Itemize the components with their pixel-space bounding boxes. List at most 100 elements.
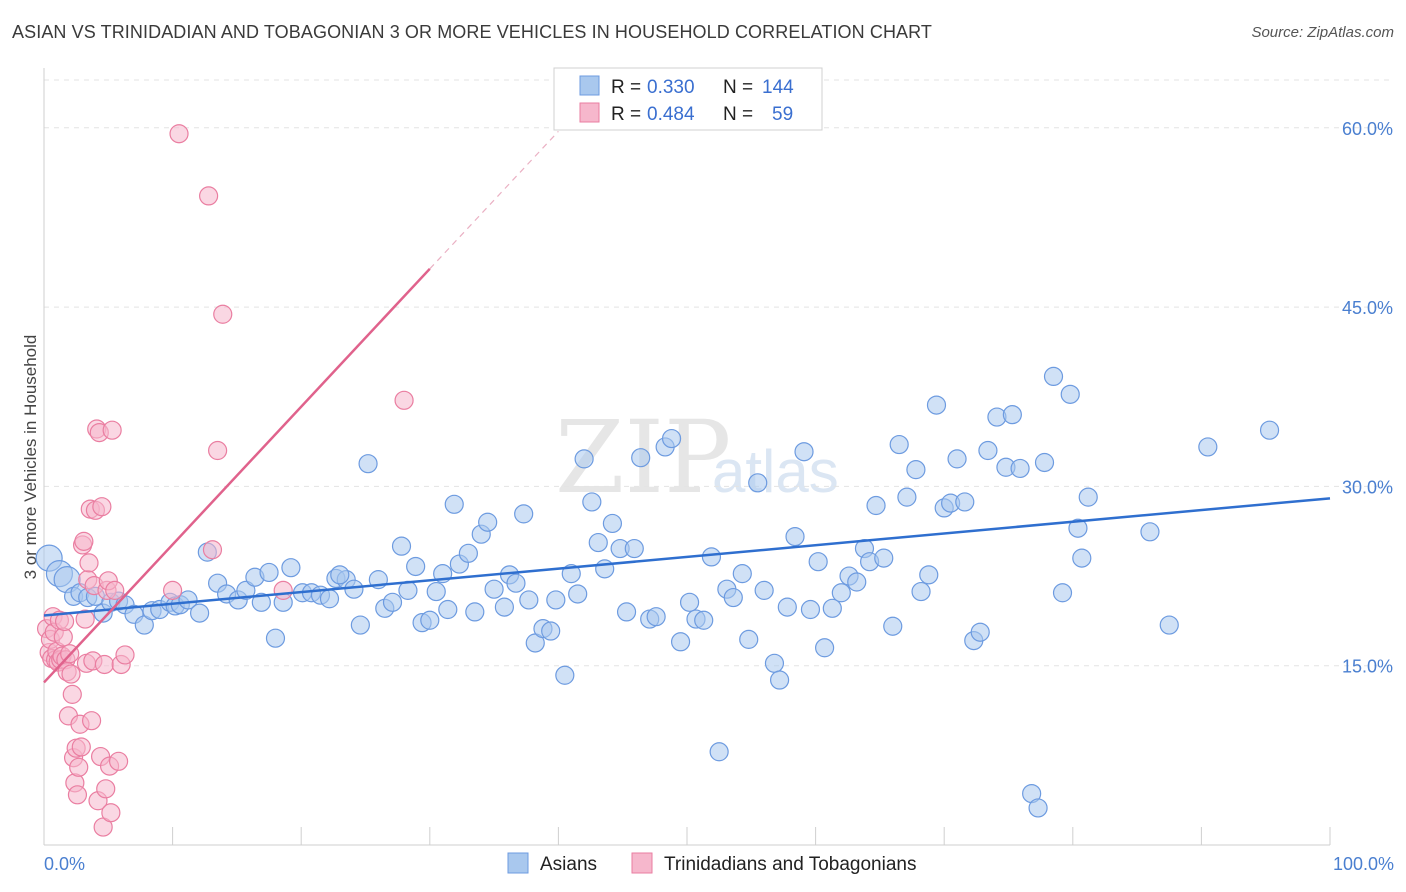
asian-point xyxy=(624,538,644,559)
asian-point xyxy=(732,564,752,584)
asian-point xyxy=(265,628,286,648)
trend-lines xyxy=(43,130,1331,684)
asian-point xyxy=(646,607,666,627)
asian-point xyxy=(1078,487,1098,507)
asian-point xyxy=(1028,798,1048,818)
asian-point xyxy=(561,564,581,584)
asian-point xyxy=(631,448,651,468)
asian-point xyxy=(546,590,566,610)
asian-point xyxy=(1010,458,1030,479)
trinidadian-point xyxy=(273,580,293,600)
trinidadian-legend-swatch xyxy=(579,102,600,123)
asian-points xyxy=(35,366,1280,818)
asian-point xyxy=(874,548,894,568)
y-axis-label: 3 or more Vehicles in Household xyxy=(21,335,40,580)
chart-title: ASIAN VS TRINIDADIAN AND TOBAGONIAN 3 OR… xyxy=(12,22,933,42)
y-tick-label: 30.0% xyxy=(1342,477,1393,497)
asian-point xyxy=(478,512,498,532)
asian-point xyxy=(723,587,743,608)
trinidadian-point xyxy=(202,540,223,560)
trinidadian-point xyxy=(96,779,116,799)
trinidadian-n-label: N = xyxy=(723,104,753,125)
asian-point xyxy=(1140,522,1160,542)
asian-point xyxy=(178,590,198,610)
asian-point xyxy=(694,610,714,630)
trinidadian-point xyxy=(208,440,228,461)
trinidadian-points xyxy=(36,124,414,837)
asian-point xyxy=(919,565,939,585)
trinidadian-point xyxy=(105,580,125,600)
asian-point xyxy=(911,581,931,602)
asian-point xyxy=(847,572,867,592)
asian-point xyxy=(808,552,828,572)
asian-point xyxy=(484,579,504,599)
y-tick-label: 60.0% xyxy=(1342,119,1393,139)
asian-point xyxy=(391,536,412,556)
asian-point xyxy=(926,395,947,415)
asian-point xyxy=(906,460,926,480)
asian-point xyxy=(1060,384,1080,404)
trinidadian-n-value: 59 xyxy=(772,104,793,125)
asian-point xyxy=(568,584,588,604)
asian-point xyxy=(883,616,903,636)
asian-point xyxy=(1052,583,1073,603)
asian-point xyxy=(344,579,364,599)
trinidadian-point xyxy=(169,124,189,144)
trinidadian-r-value: 0.484 xyxy=(647,104,695,125)
trinidadian-point xyxy=(61,664,81,684)
stats-legend: R = 0.330 N = 144 R = 0.484 N = 59 xyxy=(553,67,823,131)
asian-point xyxy=(1198,437,1218,457)
trinidadian-point xyxy=(74,531,94,551)
trinidadian-point xyxy=(81,711,102,731)
series-legend: Asians Trinidadians and Tobagonians xyxy=(507,852,916,875)
asian-point xyxy=(866,495,886,516)
asian-point xyxy=(1072,548,1092,568)
asian-n-value: 144 xyxy=(762,77,794,98)
asian-point xyxy=(970,622,990,642)
asian-point xyxy=(236,580,256,600)
asian-point xyxy=(602,513,623,534)
asian-r-value: 0.330 xyxy=(647,77,695,98)
asian-point xyxy=(406,556,426,577)
asians-legend-swatch xyxy=(507,852,529,874)
asian-point xyxy=(358,454,378,474)
asian-point xyxy=(1159,615,1179,635)
source-credit: Source: ZipAtlas.com xyxy=(1251,24,1394,41)
trinidadian-point xyxy=(75,609,95,629)
asian-point xyxy=(281,558,301,578)
x-tick-label-min: 0.0% xyxy=(44,854,85,874)
trinidadian-point xyxy=(94,654,115,675)
trinidadians-legend-label: Trinidadians and Tobagonians xyxy=(664,854,916,875)
asian-point xyxy=(661,428,682,449)
trinidadian-point xyxy=(199,186,219,206)
asian-point xyxy=(574,449,594,469)
asian-point xyxy=(701,547,722,567)
trinidadian-point xyxy=(102,420,122,440)
asian-point xyxy=(785,526,805,547)
asian-point xyxy=(541,621,561,641)
y-tick-label: 15.0% xyxy=(1342,657,1393,677)
asian-point xyxy=(330,565,350,585)
asian-point xyxy=(458,543,478,563)
asian-point xyxy=(595,559,615,579)
asian-point xyxy=(815,638,835,658)
asian-point xyxy=(955,492,975,512)
trinidadian-point xyxy=(115,645,135,665)
asian-point xyxy=(777,597,797,617)
trinidadian-trend-line xyxy=(43,267,431,684)
trinidadian-point xyxy=(69,757,89,777)
asian-point xyxy=(889,434,909,455)
asian-point xyxy=(822,598,842,618)
asian-point xyxy=(588,532,608,553)
asian-point xyxy=(1043,366,1064,387)
asian-point xyxy=(769,670,790,690)
x-tick-label-max: 100.0% xyxy=(1333,854,1394,874)
trinidadian-point xyxy=(92,497,112,517)
trinidadian-point xyxy=(71,737,91,757)
asian-point xyxy=(754,580,774,600)
trinidadian-point xyxy=(67,785,88,805)
asian-point xyxy=(582,492,602,512)
asian-point xyxy=(514,504,534,524)
asian-point xyxy=(800,599,821,620)
